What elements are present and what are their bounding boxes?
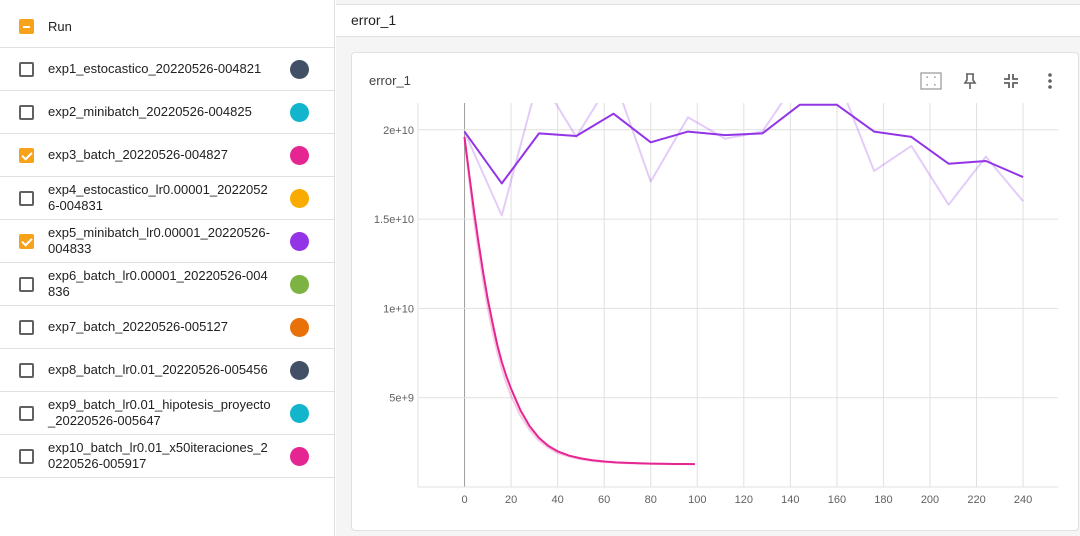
line-chart[interactable]: 0 20 40 60 80 100 120 140 160 180 200 220 240 5e+9 1e+… xyxy=(352,53,1080,532)
run-label: exp4_estocastico_lr0.00001_20220526-0048… xyxy=(48,182,268,213)
y-tick-label: 2e+10 xyxy=(383,125,414,137)
collapse-button[interactable] xyxy=(999,69,1023,93)
run-checkbox[interactable] xyxy=(19,448,34,464)
series-smoothed-line[interactable] xyxy=(463,136,695,466)
run-checkbox[interactable] xyxy=(19,104,34,120)
run-label: exp1_estocastico_20220526-004821 xyxy=(48,61,262,76)
x-tick-label: 0 xyxy=(461,494,467,506)
chart-ticks: 0 20 40 60 80 100 120 140 160 180 200 220 240 5e+9 1e+… xyxy=(374,125,1032,506)
run-checkbox[interactable] xyxy=(19,276,34,292)
run-color-swatch[interactable] xyxy=(290,317,309,337)
runs-header-row[interactable]: Run xyxy=(0,6,334,48)
x-tick-label: 180 xyxy=(874,494,892,506)
run-color-swatch[interactable] xyxy=(290,274,309,294)
run-checkbox[interactable] xyxy=(19,319,34,335)
runs-sidebar: Run exp1_estocastico_20220526-004821 exp2… xyxy=(0,0,335,536)
run-checkbox[interactable] xyxy=(19,362,34,378)
run-color-swatch[interactable] xyxy=(290,145,309,165)
scalar-card: error_1 xyxy=(351,52,1079,531)
run-row[interactable]: exp10_batch_lr0.01_x50iteraciones_202205… xyxy=(0,435,334,478)
tag-group-header[interactable]: error_1 xyxy=(336,4,1080,37)
run-row[interactable]: exp8_batch_lr0.01_20220526-005456 xyxy=(0,349,334,392)
run-label: exp2_minibatch_20220526-004825 xyxy=(48,104,252,119)
card-title: error_1 xyxy=(369,73,411,88)
run-label: exp10_batch_lr0.01_x50iteraciones_202205… xyxy=(48,440,268,471)
run-row[interactable]: exp4_estocastico_lr0.00001_20220526-0048… xyxy=(0,177,334,220)
y-tick-label: 1.5e+10 xyxy=(374,214,414,226)
run-color-swatch[interactable] xyxy=(290,403,309,423)
fit-domain-icon xyxy=(920,72,942,90)
run-color-swatch[interactable] xyxy=(290,102,309,122)
run-row[interactable]: exp3_batch_20220526-004827 xyxy=(0,134,334,177)
run-checkbox[interactable] xyxy=(19,190,34,206)
run-row[interactable]: exp2_minibatch_20220526-004825 xyxy=(0,91,334,134)
run-label: exp6_batch_lr0.00001_20220526-004836 xyxy=(48,268,268,299)
run-color-swatch[interactable] xyxy=(290,59,309,79)
x-tick-label: 160 xyxy=(828,494,846,506)
pin-button[interactable] xyxy=(958,69,982,93)
run-color-swatch[interactable] xyxy=(290,231,309,251)
x-tick-label: 40 xyxy=(552,494,564,506)
collapse-icon xyxy=(1004,74,1018,88)
y-tick-label: 1e+10 xyxy=(383,303,414,315)
run-row[interactable]: exp1_estocastico_20220526-004821 xyxy=(0,48,334,91)
run-label: exp5_minibatch_lr0.00001_20220526-004833 xyxy=(48,225,270,256)
run-color-swatch[interactable] xyxy=(290,188,309,208)
run-checkbox[interactable] xyxy=(19,61,34,77)
run-row[interactable]: exp6_batch_lr0.00001_20220526-004836 xyxy=(0,263,334,306)
run-row[interactable]: exp5_minibatch_lr0.00001_20220526-004833 xyxy=(0,220,334,263)
pin-icon xyxy=(963,73,977,89)
run-checkbox[interactable] xyxy=(19,147,34,163)
x-tick-label: 200 xyxy=(921,494,939,506)
run-label: exp3_batch_20220526-004827 xyxy=(48,147,229,162)
runs-header-label: Run xyxy=(48,18,72,34)
run-color-swatch[interactable] xyxy=(290,446,309,466)
run-label: exp9_batch_lr0.01_hipotesis_proyecto_202… xyxy=(48,397,271,428)
x-tick-label: 20 xyxy=(505,494,517,506)
run-label: exp7_batch_20220526-005127 xyxy=(48,319,229,334)
main-panel: error_1 error_1 xyxy=(336,0,1080,536)
chart-grid xyxy=(417,103,1058,488)
select-all-checkbox[interactable] xyxy=(19,19,34,34)
x-tick-label: 240 xyxy=(1014,494,1032,506)
x-tick-label: 140 xyxy=(781,494,799,506)
x-tick-label: 120 xyxy=(735,494,753,506)
run-label: exp8_batch_lr0.01_20220526-005456 xyxy=(48,362,268,377)
more-vert-icon xyxy=(1048,73,1052,89)
run-color-swatch[interactable] xyxy=(290,360,309,380)
fit-domain-button[interactable] xyxy=(919,69,943,93)
chart-series xyxy=(463,103,1024,466)
series-raw-line xyxy=(463,138,695,466)
y-tick-label: 5e+9 xyxy=(389,393,414,405)
run-checkbox[interactable] xyxy=(19,233,34,249)
run-row[interactable]: exp7_batch_20220526-005127 xyxy=(0,306,334,349)
x-tick-label: 100 xyxy=(688,494,706,506)
more-options-button[interactable] xyxy=(1038,69,1062,93)
run-row[interactable]: exp9_batch_lr0.01_hipotesis_proyecto_202… xyxy=(0,392,334,435)
x-tick-label: 80 xyxy=(645,494,657,506)
x-tick-label: 220 xyxy=(967,494,985,506)
run-checkbox[interactable] xyxy=(19,405,34,421)
x-tick-label: 60 xyxy=(598,494,610,506)
series-smoothed-line[interactable] xyxy=(463,103,1024,185)
tag-group-title: error_1 xyxy=(351,12,397,28)
